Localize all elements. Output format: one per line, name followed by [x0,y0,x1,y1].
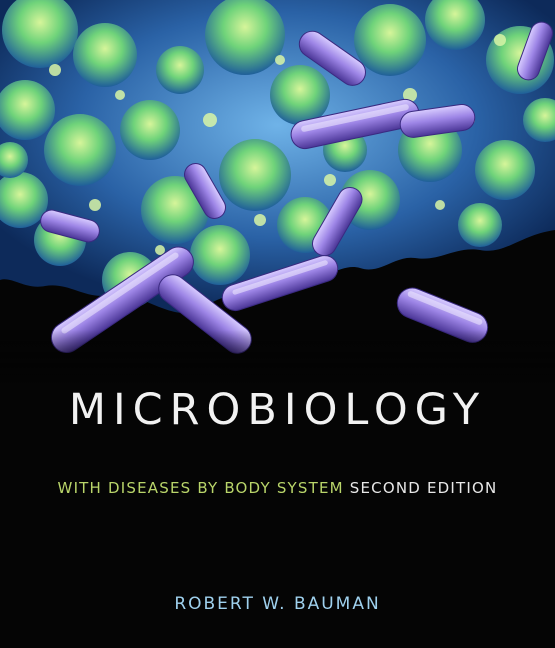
micrograph-bacteria-icon [0,0,555,385]
book-title: MICROBIOLOGY [68,385,487,435]
book-subtitle: WITH DISEASES BY BODY SYSTEM SECOND EDIT… [0,478,555,498]
book-author: ROBERT W. BAUMAN [174,594,381,614]
subtitle-edition: SECOND EDITION [349,479,498,497]
subtitle-highlight: WITH DISEASES BY BODY SYSTEM [57,479,344,497]
